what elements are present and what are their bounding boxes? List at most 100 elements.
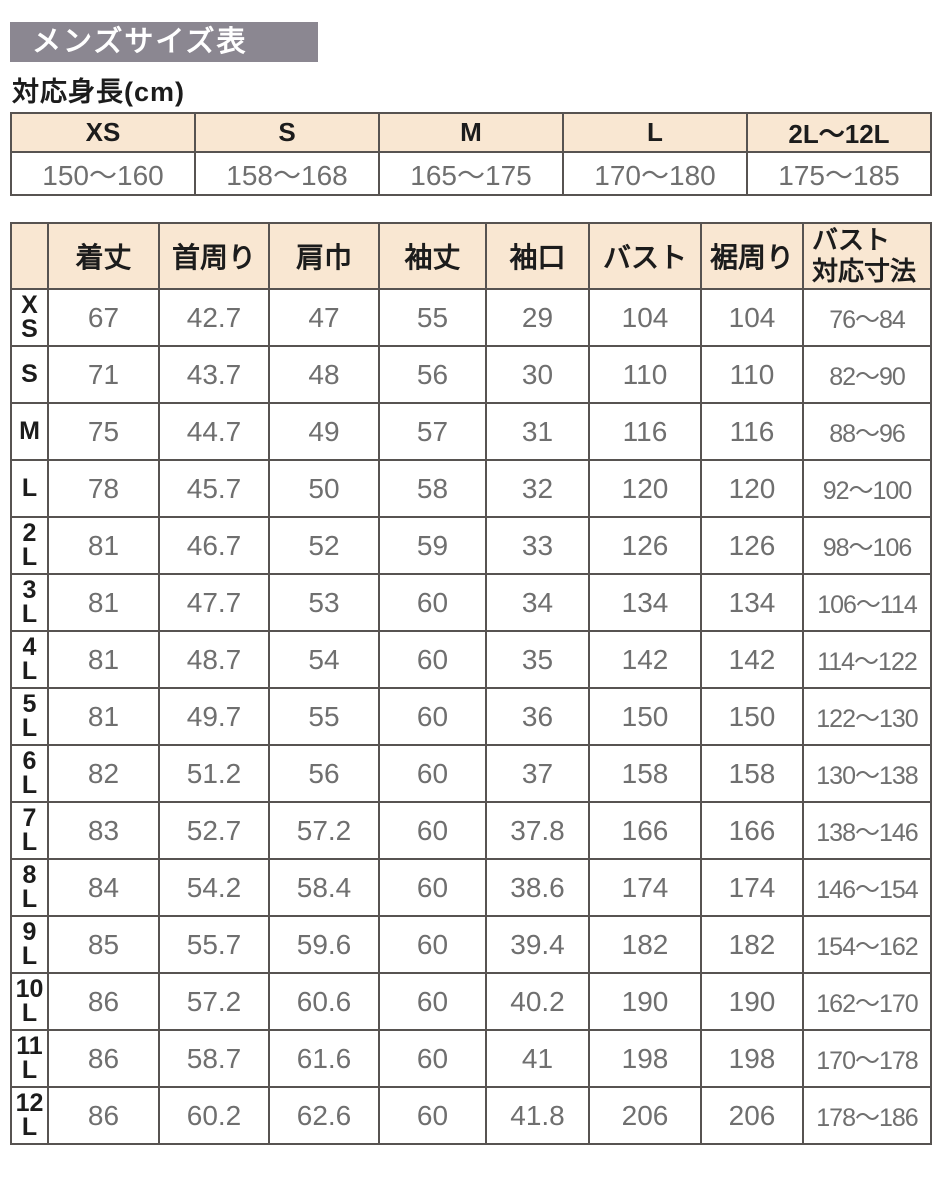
size-value-cell: 190 (700, 972, 804, 1031)
size-value-cell: 52 (268, 516, 380, 575)
height-table-value-cell: 170～180 (562, 151, 748, 196)
size-value-cell: 116 (700, 402, 804, 461)
size-value-cell: 138～146 (802, 801, 932, 860)
size-value-cell: 82～90 (802, 345, 932, 404)
size-value-cell: 110 (588, 345, 702, 404)
height-table-header-cell: L (562, 112, 748, 153)
size-value-cell: 198 (700, 1029, 804, 1088)
height-table-header-cell: 2L～12L (746, 112, 932, 153)
size-value-cell: 49.7 (158, 687, 270, 746)
size-value-cell: 146～154 (802, 858, 932, 917)
size-table-row: S 71 43.7 48 56 30 110 110 82～90 (10, 345, 932, 404)
size-value-cell: 31 (485, 402, 590, 461)
size-value-cell: 56 (268, 744, 380, 803)
size-value-cell: 81 (47, 687, 160, 746)
size-value-cell: 59.6 (268, 915, 380, 974)
size-value-cell: 41 (485, 1029, 590, 1088)
size-table-row: 7 L 83 52.7 57.2 60 37.8 166 166 138～146 (10, 801, 932, 860)
size-value-cell: 150 (700, 687, 804, 746)
size-value-cell: 48 (268, 345, 380, 404)
size-value-cell: 42.7 (158, 288, 270, 347)
size-value-cell: 85 (47, 915, 160, 974)
height-table-value-cell: 150～160 (10, 151, 196, 196)
height-table-value-cell: 158～168 (194, 151, 380, 196)
size-table-column-header: 肩巾 (268, 222, 380, 290)
size-value-cell: 47 (268, 288, 380, 347)
size-row-label: L (10, 459, 49, 518)
size-value-cell: 76～84 (802, 288, 932, 347)
size-table-row: 11 L 86 58.7 61.6 60 41 198 198 170～178 (10, 1029, 932, 1088)
size-value-cell: 32 (485, 459, 590, 518)
size-value-cell: 104 (588, 288, 702, 347)
size-value-cell: 174 (588, 858, 702, 917)
size-table-column-header: 首周り (158, 222, 270, 290)
size-table-column-header: 裾周り (700, 222, 804, 290)
size-value-cell: 142 (588, 630, 702, 689)
size-value-cell: 43.7 (158, 345, 270, 404)
size-value-cell: 61.6 (268, 1029, 380, 1088)
height-table-header-cell: S (194, 112, 380, 153)
size-value-cell: 39.4 (485, 915, 590, 974)
size-value-cell: 83 (47, 801, 160, 860)
size-value-cell: 57.2 (268, 801, 380, 860)
size-value-cell: 58 (378, 459, 487, 518)
size-table-corner-cell (10, 222, 49, 290)
size-value-cell: 114～122 (802, 630, 932, 689)
size-value-cell: 130～138 (802, 744, 932, 803)
size-value-cell: 60.6 (268, 972, 380, 1031)
size-value-cell: 29 (485, 288, 590, 347)
size-table-column-header: バスト (588, 222, 702, 290)
size-value-cell: 48.7 (158, 630, 270, 689)
size-table-row: 2 L 81 46.7 52 59 33 126 126 98～106 (10, 516, 932, 575)
size-value-cell: 170～178 (802, 1029, 932, 1088)
size-value-cell: 60.2 (158, 1086, 270, 1145)
size-value-cell: 86 (47, 1029, 160, 1088)
size-value-cell: 116 (588, 402, 702, 461)
size-value-cell: 78 (47, 459, 160, 518)
size-value-cell: 166 (700, 801, 804, 860)
size-value-cell: 30 (485, 345, 590, 404)
size-table: 着丈 首周り 肩巾 袖丈 袖口 バスト 裾周り バスト 対応寸法 X S 67 42.7 47 55 29 1… (10, 222, 932, 1145)
size-value-cell: 190 (588, 972, 702, 1031)
size-value-cell: 60 (378, 687, 487, 746)
size-value-cell: 60 (378, 630, 487, 689)
size-value-cell: 53 (268, 573, 380, 632)
height-table-value-cell: 175～185 (746, 151, 932, 196)
size-row-label: 10 L (10, 972, 49, 1031)
size-table-row: X S 67 42.7 47 55 29 104 104 76～84 (10, 288, 932, 347)
size-value-cell: 59 (378, 516, 487, 575)
size-value-cell: 51.2 (158, 744, 270, 803)
size-table-row: L 78 45.7 50 58 32 120 120 92～100 (10, 459, 932, 518)
size-value-cell: 162～170 (802, 972, 932, 1031)
size-value-cell: 45.7 (158, 459, 270, 518)
size-value-cell: 56 (378, 345, 487, 404)
size-value-cell: 126 (588, 516, 702, 575)
size-value-cell: 35 (485, 630, 590, 689)
size-value-cell: 60 (378, 744, 487, 803)
size-value-cell: 62.6 (268, 1086, 380, 1145)
size-value-cell: 81 (47, 573, 160, 632)
height-table-caption: 対応身長(cm) (12, 77, 186, 107)
size-value-cell: 206 (588, 1086, 702, 1145)
size-value-cell: 57 (378, 402, 487, 461)
height-table-value-cell: 165～175 (378, 151, 564, 196)
size-table-column-header: 袖口 (485, 222, 590, 290)
size-value-cell: 182 (588, 915, 702, 974)
size-value-cell: 58.7 (158, 1029, 270, 1088)
size-value-cell: 58.4 (268, 858, 380, 917)
size-value-cell: 55 (268, 687, 380, 746)
size-row-label: M (10, 402, 49, 461)
size-value-cell: 50 (268, 459, 380, 518)
height-table: XS S M L 2L～12L 150～160 158～168 165～175 170～180… (10, 112, 932, 196)
size-value-cell: 60 (378, 858, 487, 917)
size-value-cell: 150 (588, 687, 702, 746)
size-value-cell: 122～130 (802, 687, 932, 746)
